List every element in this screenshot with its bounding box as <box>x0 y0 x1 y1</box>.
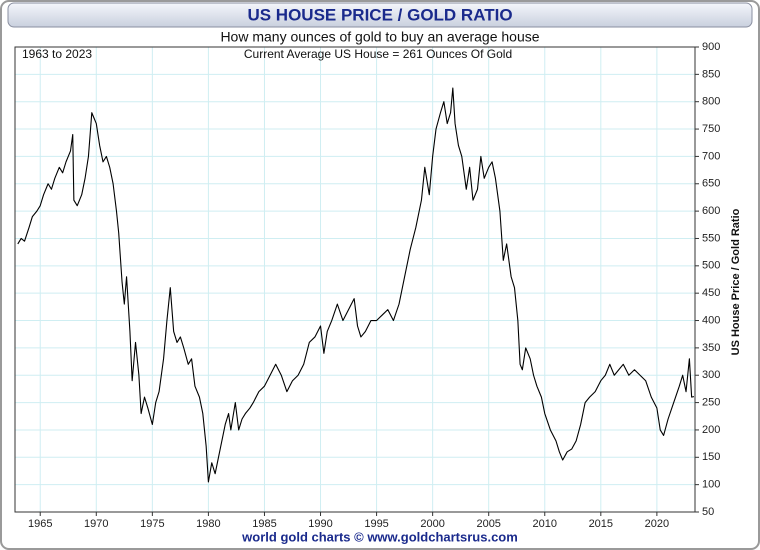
title-bar <box>7 2 753 28</box>
line-series <box>17 87 695 483</box>
y-tick-label: 800 <box>702 96 720 108</box>
chart-title: US HOUSE PRICE / GOLD RATIO <box>247 5 512 24</box>
y-tick-label: 900 <box>702 41 720 53</box>
y-tick-label: 250 <box>702 396 720 408</box>
x-tick-label: 1965 <box>28 518 52 530</box>
y-tick-label: 150 <box>702 451 720 463</box>
annotation: Current Average US House = 261 Ounces Of… <box>244 47 512 61</box>
y-tick-label: 650 <box>702 178 720 190</box>
y-tick-label: 550 <box>702 232 720 244</box>
annotation: 1963 to 2023 <box>22 47 92 61</box>
y-tick-label: 300 <box>702 369 720 381</box>
y-axis-label: US House Price / Gold Ratio <box>730 208 742 355</box>
x-tick-label: 2015 <box>589 518 613 530</box>
x-tick-label: 1985 <box>252 518 276 530</box>
x-tick-label: 2005 <box>476 518 500 530</box>
plot-area <box>14 46 696 513</box>
x-tick-label: 2000 <box>420 518 444 530</box>
x-tick-label: 2010 <box>533 518 557 530</box>
y-tick-label: 350 <box>702 342 720 354</box>
y-tick-label: 100 <box>702 479 720 491</box>
y-tick-label: 450 <box>702 287 720 299</box>
y-tick-label: 200 <box>702 424 720 436</box>
x-tick-label: 1980 <box>196 518 220 530</box>
y-tick-label: 600 <box>702 205 720 217</box>
y-tick-label: 400 <box>702 314 720 326</box>
x-tick-label: 2020 <box>645 518 669 530</box>
y-tick-label: 50 <box>702 506 714 518</box>
x-tick-label: 1995 <box>364 518 388 530</box>
y-tick-label: 750 <box>702 123 720 135</box>
x-tick-label: 1970 <box>84 518 108 530</box>
y-tick-label: 700 <box>702 150 720 162</box>
x-tick-label: 1990 <box>308 518 332 530</box>
y-tick-label: 850 <box>702 68 720 80</box>
subtitle: How many ounces of gold to buy an averag… <box>220 29 539 45</box>
footer: world gold charts © www.goldchartsrus.co… <box>241 529 518 544</box>
x-tick-label: 1975 <box>140 518 164 530</box>
y-tick-label: 500 <box>702 260 720 272</box>
